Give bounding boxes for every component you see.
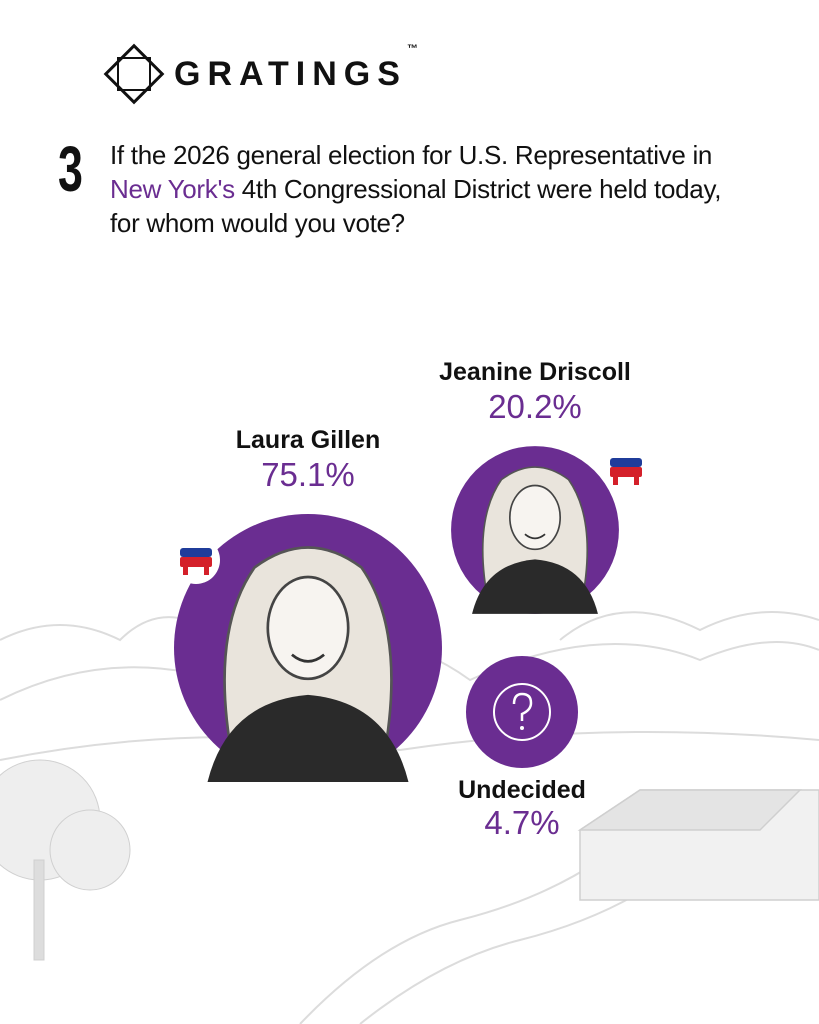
body [472,559,598,614]
trademark: ™ [406,42,425,55]
party-badge-leg [634,476,639,485]
question-text: If the 2026 general election for U.S. Re… [110,138,750,240]
question-part: 4th Congressional District were held tod… [110,174,722,238]
party-badge-top [610,458,642,467]
party-badge-bottom [610,467,642,477]
candidate-name: Undecided [458,776,586,804]
portrait [472,466,598,614]
landscape [0,611,819,1024]
question-highlight: New York's [110,174,235,204]
face [266,575,350,681]
logo-word: GRATINGS [174,54,407,93]
question-dot [520,726,524,730]
party-badge-leg [183,566,188,575]
smile [524,533,546,540]
value-label: 20.2% [488,388,582,425]
party-badge-bottom [180,557,212,567]
bubble [465,655,579,769]
question-ring [492,682,552,742]
portrait [207,546,409,782]
smile [291,653,325,663]
value-label: 4.7% [484,804,559,841]
logo-text: GRATINGS™ [174,43,425,94]
body [207,694,409,782]
tree [0,759,131,961]
value-label: 75.1% [261,456,355,493]
party-badge-leg [204,566,209,575]
question-part: If the 2026 general election for U.S. Re… [110,140,713,170]
candidate-name: Laura Gillen [236,426,380,454]
candidate-name: Jeanine Driscoll [439,358,631,386]
face [508,484,562,551]
logo: GRATINGS™ [98,38,425,110]
party-badge-leg [613,476,618,485]
logo-mark [103,43,165,105]
question-number: 3 [58,133,83,205]
question-icon [512,692,533,721]
covered-bridge [577,789,819,901]
party-badge-top [180,548,212,557]
